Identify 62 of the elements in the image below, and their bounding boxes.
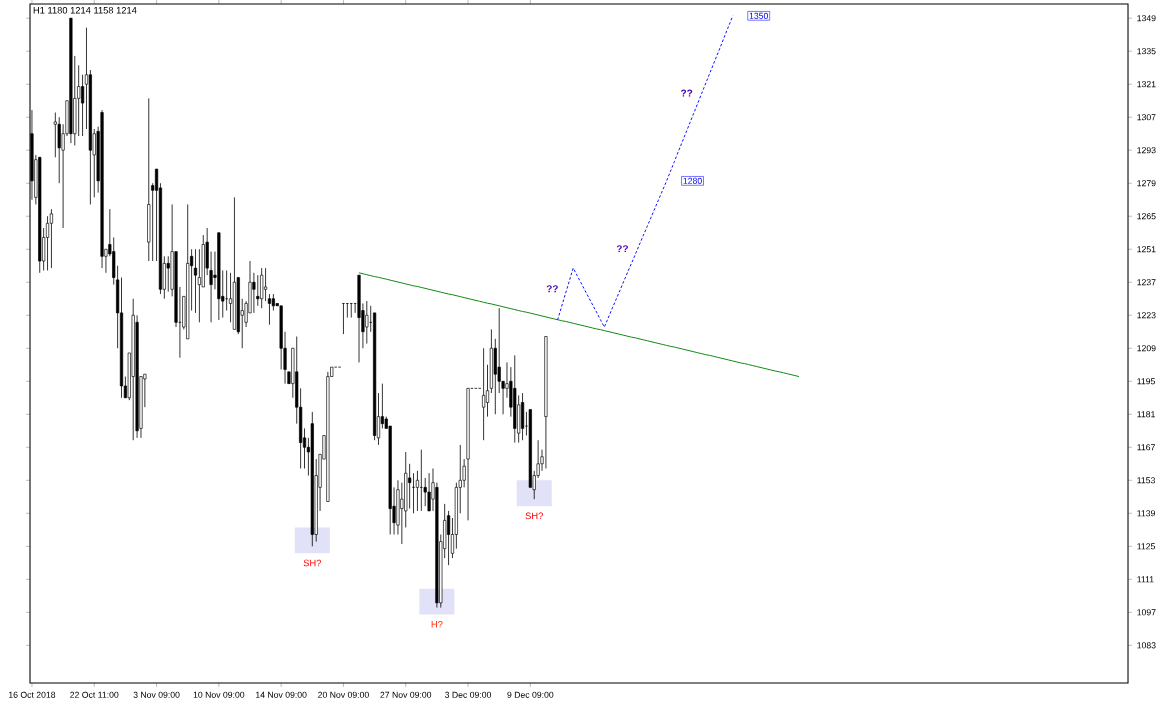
candlestick — [482, 347, 486, 441]
candlestick — [263, 267, 268, 302]
y-tick-label: 1223 — [1137, 312, 1156, 319]
candlestick — [49, 208, 54, 269]
y-tick-label: 1167 — [1137, 444, 1155, 451]
x-tick-label: 9 Dec 09:00 — [507, 691, 554, 698]
candlestick — [446, 510, 451, 566]
candlestick — [260, 267, 264, 309]
y-tick-label: 1195 — [1137, 378, 1155, 385]
annotation: SH? — [303, 559, 322, 567]
y-tick-label: 1181 — [1137, 411, 1155, 418]
y-tick-label: 1083 — [1137, 642, 1156, 649]
annotation: ?? — [681, 89, 693, 97]
chart-title: H1 1180 1214 1158 1214 — [33, 6, 137, 14]
x-tick-label: 16 Oct 2018 — [9, 691, 56, 698]
y-tick-label: 1125 — [1137, 543, 1155, 550]
y-tick-label: 1139 — [1137, 510, 1155, 517]
annotation: ?? — [546, 285, 558, 293]
x-tick-label: 20 Nov 09:00 — [318, 691, 369, 698]
candlestick — [341, 303, 346, 335]
y-tick-label: 1111 — [1137, 576, 1154, 583]
y-tick-label: 1097 — [1137, 609, 1156, 616]
candlestick — [365, 300, 369, 344]
x-tick-label: 3 Nov 09:00 — [133, 691, 180, 698]
x-tick-label: 3 Dec 09:00 — [445, 691, 492, 698]
candlestick — [485, 364, 490, 418]
annotation: 1350 — [749, 12, 768, 19]
y-tick-label: 1349 — [1137, 15, 1156, 22]
y-tick-label: 1321 — [1137, 81, 1156, 88]
candlestick — [45, 215, 50, 271]
y-tick-label: 1307 — [1137, 114, 1156, 121]
y-tick-label: 1279 — [1137, 180, 1156, 187]
x-tick-label: 10 Nov 09:00 — [193, 691, 245, 698]
annotation: ?? — [616, 245, 628, 253]
y-tick-label: 1335 — [1137, 48, 1156, 55]
y-tick-label: 1209 — [1137, 345, 1156, 352]
annotation: H? — [431, 621, 443, 628]
y-tick-label: 1251 — [1137, 246, 1156, 253]
y-tick-label: 1237 — [1137, 279, 1156, 286]
candlestick — [166, 255, 170, 293]
candlestick — [408, 463, 412, 509]
candlestick — [53, 112, 57, 158]
x-tick-label: 14 Nov 09:00 — [256, 691, 307, 698]
candlestick — [77, 64, 81, 137]
candlestick — [224, 270, 229, 311]
candlestick — [419, 449, 423, 512]
candlestick — [252, 272, 256, 314]
candlestick — [349, 303, 353, 319]
x-tick-label: 22 Oct 11:00 — [70, 691, 119, 698]
annotation: 1280 — [683, 177, 702, 184]
annotation: SH? — [525, 512, 543, 520]
candlestick — [345, 303, 349, 319]
candlestick — [415, 470, 420, 512]
y-tick-label: 1153 — [1137, 477, 1155, 484]
x-tick-label: 27 Nov 09:00 — [380, 691, 432, 698]
candlestick — [411, 472, 416, 514]
candlestick — [427, 472, 431, 512]
y-tick-label: 1293 — [1137, 147, 1156, 154]
candlestick — [197, 248, 201, 323]
candlestick — [193, 248, 198, 314]
candlestick — [80, 74, 85, 137]
y-tick-label: 1265 — [1137, 213, 1156, 220]
